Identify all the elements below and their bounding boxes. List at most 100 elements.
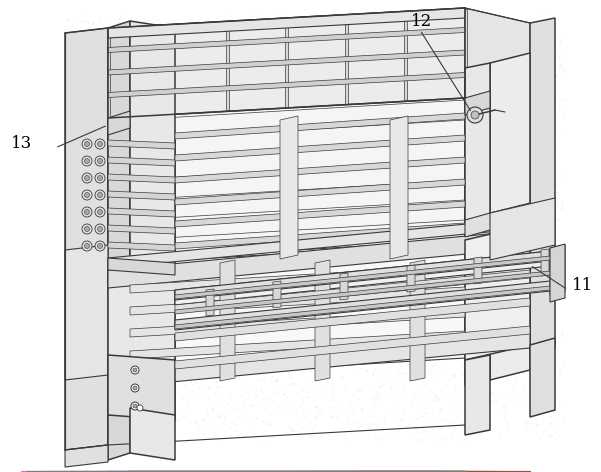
Polygon shape xyxy=(108,118,175,273)
Circle shape xyxy=(85,176,90,180)
Polygon shape xyxy=(108,50,465,75)
Polygon shape xyxy=(175,157,465,183)
Polygon shape xyxy=(465,91,490,115)
Polygon shape xyxy=(465,8,530,83)
Circle shape xyxy=(95,156,105,166)
Polygon shape xyxy=(175,250,560,300)
Circle shape xyxy=(82,224,92,234)
Polygon shape xyxy=(280,116,298,259)
Polygon shape xyxy=(108,408,130,460)
Circle shape xyxy=(467,107,483,123)
Polygon shape xyxy=(130,331,465,359)
Circle shape xyxy=(95,173,105,183)
Polygon shape xyxy=(108,111,130,135)
Polygon shape xyxy=(273,281,281,308)
Polygon shape xyxy=(175,326,530,369)
Polygon shape xyxy=(108,8,465,38)
Polygon shape xyxy=(108,225,175,234)
Polygon shape xyxy=(465,225,530,360)
Circle shape xyxy=(85,244,90,248)
Polygon shape xyxy=(108,218,530,268)
Polygon shape xyxy=(65,445,108,467)
Polygon shape xyxy=(130,309,465,337)
Circle shape xyxy=(97,227,103,231)
Circle shape xyxy=(85,142,90,146)
Polygon shape xyxy=(166,25,169,114)
Polygon shape xyxy=(106,29,109,117)
Polygon shape xyxy=(175,270,530,313)
Circle shape xyxy=(82,190,92,200)
Polygon shape xyxy=(465,355,490,435)
Polygon shape xyxy=(130,265,465,293)
Polygon shape xyxy=(175,223,465,249)
Polygon shape xyxy=(65,28,108,450)
Polygon shape xyxy=(108,330,530,388)
Polygon shape xyxy=(315,260,330,381)
Polygon shape xyxy=(108,268,175,375)
Circle shape xyxy=(82,173,92,183)
Polygon shape xyxy=(220,260,235,381)
Polygon shape xyxy=(108,191,175,200)
Polygon shape xyxy=(108,355,175,420)
Circle shape xyxy=(97,210,103,214)
Circle shape xyxy=(131,366,139,374)
Circle shape xyxy=(97,176,103,180)
Polygon shape xyxy=(108,208,175,217)
Polygon shape xyxy=(108,230,530,288)
Polygon shape xyxy=(175,270,560,314)
Polygon shape xyxy=(108,242,175,251)
Polygon shape xyxy=(175,250,560,305)
Polygon shape xyxy=(465,83,530,238)
Polygon shape xyxy=(463,9,466,97)
Polygon shape xyxy=(130,287,465,315)
Polygon shape xyxy=(130,91,465,260)
Polygon shape xyxy=(108,258,175,275)
Circle shape xyxy=(131,384,139,392)
Text: 11: 11 xyxy=(572,277,593,294)
Polygon shape xyxy=(175,201,465,227)
Circle shape xyxy=(82,241,92,251)
Circle shape xyxy=(133,368,137,372)
Polygon shape xyxy=(285,19,288,107)
Polygon shape xyxy=(175,135,465,161)
Circle shape xyxy=(85,193,90,197)
Polygon shape xyxy=(404,12,407,101)
Circle shape xyxy=(85,159,90,163)
Circle shape xyxy=(471,111,479,119)
Polygon shape xyxy=(550,244,565,302)
Polygon shape xyxy=(130,243,465,378)
Polygon shape xyxy=(175,298,530,341)
Polygon shape xyxy=(175,113,465,139)
Polygon shape xyxy=(108,8,465,118)
Polygon shape xyxy=(108,157,175,166)
Circle shape xyxy=(82,207,92,217)
Polygon shape xyxy=(530,18,555,355)
Circle shape xyxy=(97,193,103,197)
Circle shape xyxy=(95,207,105,217)
Polygon shape xyxy=(175,255,560,299)
Polygon shape xyxy=(65,245,108,380)
Circle shape xyxy=(95,190,105,200)
Circle shape xyxy=(85,227,90,231)
Polygon shape xyxy=(344,16,347,104)
Circle shape xyxy=(82,156,92,166)
Polygon shape xyxy=(130,408,175,460)
Polygon shape xyxy=(541,249,549,276)
Polygon shape xyxy=(108,174,175,183)
Polygon shape xyxy=(108,27,465,52)
Polygon shape xyxy=(465,203,530,237)
Polygon shape xyxy=(490,198,555,260)
Polygon shape xyxy=(175,179,465,205)
Circle shape xyxy=(85,210,90,214)
Polygon shape xyxy=(530,338,555,417)
Polygon shape xyxy=(130,21,175,415)
Polygon shape xyxy=(407,265,415,292)
Polygon shape xyxy=(225,22,228,110)
Circle shape xyxy=(97,159,103,163)
Polygon shape xyxy=(108,21,130,445)
Polygon shape xyxy=(474,257,482,284)
Circle shape xyxy=(133,386,137,390)
Text: 12: 12 xyxy=(411,14,433,31)
Polygon shape xyxy=(550,245,565,295)
Circle shape xyxy=(97,244,103,248)
